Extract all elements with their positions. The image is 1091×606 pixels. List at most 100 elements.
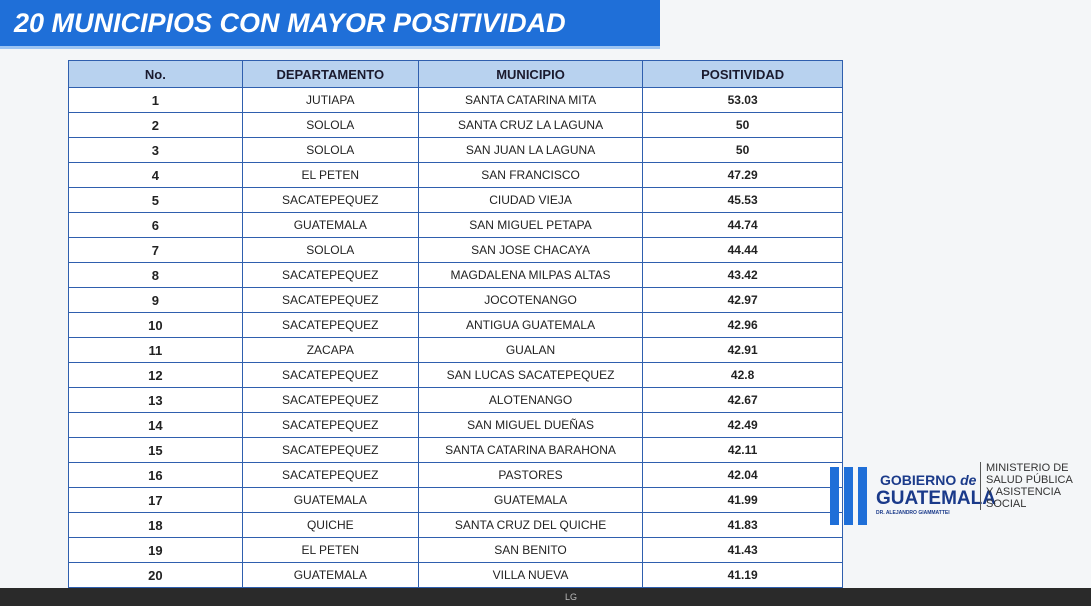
table-cell: CIUDAD VIEJA — [417, 187, 644, 213]
positivity-table: No. DEPARTAMENTO MUNICIPIO POSITIVIDAD 1 JUTI… — [68, 60, 843, 588]
table-cell: 42.91 — [642, 337, 843, 363]
table-cell: SACATEPEQUEZ — [241, 362, 419, 388]
table-cell: SANTA CATARINA BARAHONA — [417, 437, 644, 463]
table-cell: SAN FRANCISCO — [417, 162, 644, 188]
tv-screen: 20 MUNICIPIOS CON MAYOR POSITIVIDAD No. D… — [0, 0, 1091, 588]
table-cell: 2 — [68, 112, 243, 138]
table-cell: SACATEPEQUEZ — [241, 462, 419, 488]
table-cell: 4 — [68, 162, 243, 188]
table-cell: 11 — [68, 337, 243, 363]
table-cell: 41.83 — [642, 512, 843, 538]
table-cell: SAN JUAN LA LAGUNA — [417, 137, 644, 163]
ministry: MINISTERIO DE SALUD PÚBLICA Y ASISTENCIA… — [980, 462, 1073, 510]
table-cell: EL PETEN — [241, 162, 419, 188]
table-row: 9 SACATEPEQUEZ JOCOTENANGO 42.97 — [68, 287, 843, 313]
table-cell: GUATEMALA — [241, 212, 419, 238]
table-cell: SAN MIGUEL DUEÑAS — [417, 412, 644, 438]
table-cell: ALOTENANGO — [417, 387, 644, 413]
table-cell: GUATEMALA — [241, 487, 419, 513]
table-cell: 6 — [68, 212, 243, 238]
table-cell: JUTIAPA — [241, 87, 419, 113]
table-row: 20 GUATEMALA VILLA NUEVA 41.19 — [68, 562, 843, 588]
table-cell: 42.11 — [642, 437, 843, 463]
logo: GOBIERNO de GUATEMALA DR. ALEJANDRO GIAM… — [830, 462, 1080, 532]
table-cell: 16 — [68, 462, 243, 488]
column-header: MUNICIPIO — [417, 60, 644, 88]
column-header: DEPARTAMENTO — [241, 60, 419, 88]
tv-brand: LG — [565, 592, 578, 602]
table-cell: 44.74 — [642, 212, 843, 238]
table-cell: 7 — [68, 237, 243, 263]
table-cell: GUATEMALA — [241, 562, 419, 588]
table-cell: ZACAPA — [241, 337, 419, 363]
header-row: No. DEPARTAMENTO MUNICIPIO POSITIVIDAD — [68, 60, 843, 88]
ministry-line: Y ASISTENCIA — [986, 486, 1061, 498]
title-banner: 20 MUNICIPIOS CON MAYOR POSITIVIDAD — [0, 0, 660, 46]
table-cell: 1 — [68, 87, 243, 113]
table-row: 1 JUTIAPA SANTA CATARINA MITA 53.03 — [68, 87, 843, 113]
table-cell: VILLA NUEVA — [417, 562, 644, 588]
table-row: 18 QUICHE SANTA CRUZ DEL QUICHE 41.83 — [68, 512, 843, 538]
table-row: 6 GUATEMALA SAN MIGUEL PETAPA 44.74 — [68, 212, 843, 238]
table-cell: SANTA CRUZ DEL QUICHE — [417, 512, 644, 538]
table-cell: GUALAN — [417, 337, 644, 363]
table-cell: 5 — [68, 187, 243, 213]
table-cell: JOCOTENANGO — [417, 287, 644, 313]
table-cell: 53.03 — [642, 87, 843, 113]
table-row: 3 SOLOLA SAN JUAN LA LAGUNA 50 — [68, 137, 843, 163]
column-header: No. — [68, 60, 243, 88]
table-cell: SACATEPEQUEZ — [241, 287, 419, 313]
logo-president: DR. ALEJANDRO GIAMMATTEI — [876, 510, 950, 516]
table-cell: SAN JOSE CHACAYA — [417, 237, 644, 263]
table-cell: 50 — [642, 112, 843, 138]
table-cell: 42.97 — [642, 287, 843, 313]
table-cell: 42.67 — [642, 387, 843, 413]
table-row: 13 SACATEPEQUEZ ALOTENANGO 42.67 — [68, 387, 843, 413]
table-cell: SACATEPEQUEZ — [241, 437, 419, 463]
table-cell: 20 — [68, 562, 243, 588]
table-row: 16 SACATEPEQUEZ PASTORES 42.04 — [68, 462, 843, 488]
table-cell: SAN BENITO — [417, 537, 644, 563]
table-cell: SACATEPEQUEZ — [241, 412, 419, 438]
logo-guatemala: GUATEMALA — [876, 488, 996, 509]
table-cell: EL PETEN — [241, 537, 419, 563]
table-row: 7 SOLOLA SAN JOSE CHACAYA 44.44 — [68, 237, 843, 263]
table-row: 19 EL PETEN SAN BENITO 41.43 — [68, 537, 843, 563]
table-cell: 41.19 — [642, 562, 843, 588]
table-cell: SOLOLA — [241, 112, 419, 138]
table-cell: 13 — [68, 387, 243, 413]
logo-de: de — [960, 472, 977, 488]
table-cell: ANTIGUA GUATEMALA — [417, 312, 644, 338]
table-cell: 17 — [68, 487, 243, 513]
tv-bezel — [0, 588, 1091, 606]
table-cell: 42.8 — [642, 362, 843, 388]
table-cell: GUATEMALA — [417, 487, 644, 513]
table-row: 11 ZACAPA GUALAN 42.91 — [68, 337, 843, 363]
column-header: POSITIVIDAD — [642, 60, 843, 88]
table-cell: SAN MIGUEL PETAPA — [417, 212, 644, 238]
table-row: 14 SACATEPEQUEZ SAN MIGUEL DUEÑAS 42.49 — [68, 412, 843, 438]
table-cell: 10 — [68, 312, 243, 338]
table-cell: QUICHE — [241, 512, 419, 538]
table-row: 4 EL PETEN SAN FRANCISCO 47.29 — [68, 162, 843, 188]
table-cell: 3 — [68, 137, 243, 163]
table-row: 5 SACATEPEQUEZ CIUDAD VIEJA 45.53 — [68, 187, 843, 213]
table-cell: 12 — [68, 362, 243, 388]
table-cell: 41.99 — [642, 487, 843, 513]
table-row: 15 SACATEPEQUEZ SANTA CATARINA BARAHONA 42.… — [68, 437, 843, 463]
table-cell: SACATEPEQUEZ — [241, 187, 419, 213]
table-cell: 42.96 — [642, 312, 843, 338]
table-cell: 45.53 — [642, 187, 843, 213]
table-cell: 42.04 — [642, 462, 843, 488]
logo-gobierno: GOBIERNO — [880, 472, 957, 488]
table-cell: 50 — [642, 137, 843, 163]
table-cell: 9 — [68, 287, 243, 313]
table-cell: 19 — [68, 537, 243, 563]
table-cell: 15 — [68, 437, 243, 463]
table-cell: 18 — [68, 512, 243, 538]
table-cell: SOLOLA — [241, 237, 419, 263]
table-cell: SACATEPEQUEZ — [241, 387, 419, 413]
table-row: 12 SACATEPEQUEZ SAN LUCAS SACATEPEQUEZ 42.8 — [68, 362, 843, 388]
table-cell: 44.44 — [642, 237, 843, 263]
ministry-line: SOCIAL — [986, 498, 1027, 510]
